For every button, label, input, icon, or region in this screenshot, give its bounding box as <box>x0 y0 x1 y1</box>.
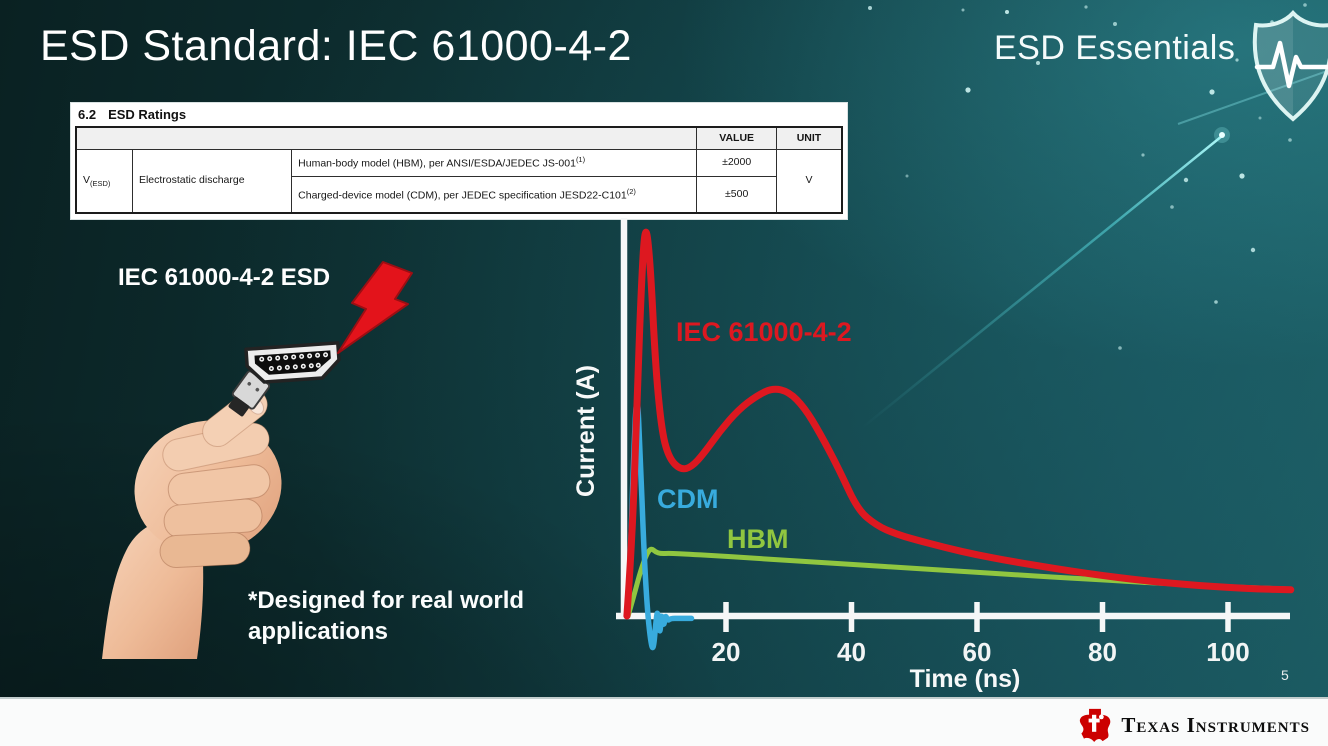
illustration-label: IEC 61000-4-2 ESD <box>118 264 331 291</box>
x-tick-label: 80 <box>1088 637 1117 667</box>
hbm-value-cell: ±2000 <box>696 149 777 177</box>
cable-plug <box>228 370 271 417</box>
curve-label-HBM: HBM <box>727 524 789 554</box>
y-axis-label: Current (A) <box>572 365 600 497</box>
x-tick-label: 60 <box>963 637 992 667</box>
x-tick-label: 100 <box>1206 637 1249 667</box>
table-row: Charged-device model (CDM), per JEDEC sp… <box>76 176 842 214</box>
ti-logo: Texas Instruments <box>1078 707 1310 743</box>
unit-cell: V <box>775 149 843 214</box>
esd-ratings-table: VALUE UNIT V(ESD) Electrostatic discharg… <box>75 126 843 214</box>
hand-holding-connector-illustration <box>102 261 413 659</box>
curve-label-IEC 61000-4-2: IEC 61000-4-2 <box>676 317 852 347</box>
section-number: 6.2 <box>78 107 97 122</box>
secondary-streak <box>1177 69 1328 125</box>
footnote-line-2: applications <box>248 618 389 646</box>
comet-streak <box>861 135 1223 429</box>
curled-fingers <box>159 464 271 569</box>
esd-essentials-label: ESD Essentials <box>994 29 1236 67</box>
esd-ratings-table-panel: 6.2 ESD Ratings VALUE UNIT V(ESD) Electro… <box>70 102 848 220</box>
symbol-cell: V(ESD) <box>75 149 133 214</box>
esd-waveform-chart: Current (A) Time (ns) 20 40 60 80 100 IEC 610… <box>560 200 1300 698</box>
section-name: ESD Ratings <box>108 107 187 122</box>
unit-header: UNIT <box>775 126 843 150</box>
hdmi-connector <box>244 341 341 384</box>
cdm-value-cell: ±500 <box>696 176 777 214</box>
cdm-desc-cell: Charged-device model (CDM), per JEDEC sp… <box>291 176 698 214</box>
x-axis-label: Time (ns) <box>910 665 1021 693</box>
curve-IEC 61000-4-2 <box>623 228 1295 620</box>
comet-head <box>1219 132 1225 138</box>
curve-label-CDM: CDM <box>657 484 719 514</box>
table-header-row: VALUE UNIT <box>75 126 843 150</box>
lightning-bolt-icon <box>337 261 413 354</box>
footer-bar: Texas Instruments <box>0 697 1328 746</box>
empty-header-cell <box>75 126 698 150</box>
x-tick-label: 20 <box>712 637 741 667</box>
shield-pulse-icon <box>1252 10 1328 122</box>
x-tick-label: 40 <box>837 637 866 667</box>
footnote: *Designed for real world applications <box>248 585 524 647</box>
table-section-title: 6.2 ESD Ratings <box>78 107 843 122</box>
ti-wordmark: Texas Instruments <box>1121 712 1310 737</box>
hbm-desc-cell: Human-body model (HBM), per ANSI/ESDA/JE… <box>291 149 698 177</box>
table-row: V(ESD) Electrostatic discharge Human-bod… <box>75 149 843 214</box>
star-dots <box>868 3 1307 350</box>
ti-texas-icon <box>1080 708 1111 742</box>
value-header: VALUE <box>696 126 777 150</box>
page-number: 5 <box>1281 667 1289 683</box>
footnote-line-1: *Designed for real world <box>248 587 525 614</box>
page-title: ESD Standard: IEC 61000-4-2 <box>40 22 632 70</box>
parameter-cell: Electrostatic discharge <box>131 149 293 214</box>
